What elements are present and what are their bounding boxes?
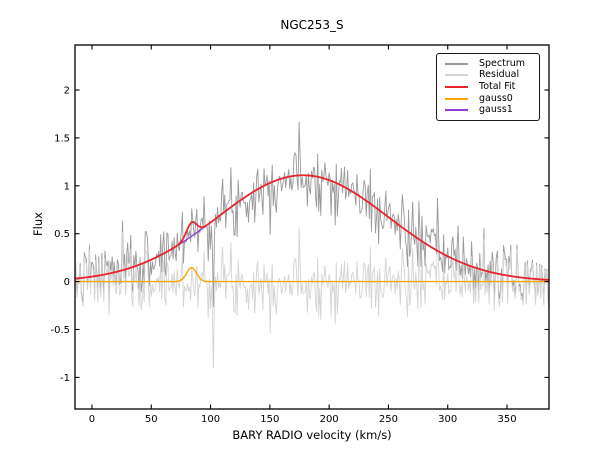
series-gauss1-line bbox=[74, 174, 550, 281]
y-tick-label: 0.5 bbox=[54, 229, 70, 240]
y-axis-label: Flux bbox=[31, 212, 45, 236]
y-tick-label: 1.5 bbox=[54, 133, 70, 144]
x-tick-label: 350 bbox=[497, 414, 516, 425]
series-total-fit-line bbox=[74, 174, 550, 281]
plot-title: NGC253_S bbox=[280, 18, 344, 32]
y-tick-label: 0 bbox=[64, 277, 70, 288]
x-tick-label: 100 bbox=[201, 414, 220, 425]
legend-entry-label: gauss0 bbox=[479, 92, 513, 104]
x-tick-label: 250 bbox=[379, 414, 398, 425]
y-tick-label: 1 bbox=[64, 181, 70, 192]
legend-entry-spectrum: Spectrum bbox=[445, 58, 533, 70]
legend-entry-total-fit: Total Fit bbox=[445, 81, 533, 93]
series-spectrum-line bbox=[74, 121, 550, 309]
legend-line-swatch bbox=[445, 85, 468, 88]
y-tick-label: -0.5 bbox=[50, 325, 70, 336]
legend-entry-gauss1: gauss1 bbox=[445, 104, 533, 116]
legend-entry-label: Spectrum bbox=[479, 57, 526, 69]
legend-line-swatch bbox=[445, 97, 468, 100]
x-tick-label: 50 bbox=[145, 414, 158, 425]
legend-line-swatch bbox=[445, 109, 468, 112]
y-tick-label: -1 bbox=[60, 373, 70, 384]
legend-entry-gauss0: gauss0 bbox=[445, 93, 533, 105]
legend-entry-label: Total Fit bbox=[479, 80, 516, 92]
legend-line-swatch bbox=[445, 62, 468, 65]
legend-line-swatch bbox=[445, 74, 468, 77]
series-gauss0-line bbox=[75, 267, 549, 283]
plot-frame bbox=[74, 44, 550, 410]
y-tick-label: 2 bbox=[64, 86, 70, 97]
x-tick-label: 300 bbox=[438, 414, 457, 425]
legend-box: Spectrum Residual Total Fit gauss0 gauss1 bbox=[436, 53, 540, 121]
legend-entry-residual: Residual bbox=[445, 70, 533, 82]
x-tick-label: 200 bbox=[320, 414, 339, 425]
legend-entry-label: gauss1 bbox=[479, 104, 513, 116]
legend-entry-label: Residual bbox=[479, 69, 520, 81]
x-axis-label: BARY RADIO velocity (km/s) bbox=[232, 428, 392, 442]
x-tick-label: 150 bbox=[260, 414, 279, 425]
series-residual-line bbox=[74, 227, 550, 369]
x-tick-label: 0 bbox=[89, 414, 95, 425]
